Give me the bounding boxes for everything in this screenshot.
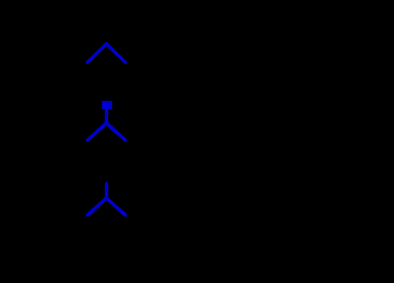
Bar [102, 101, 111, 108]
